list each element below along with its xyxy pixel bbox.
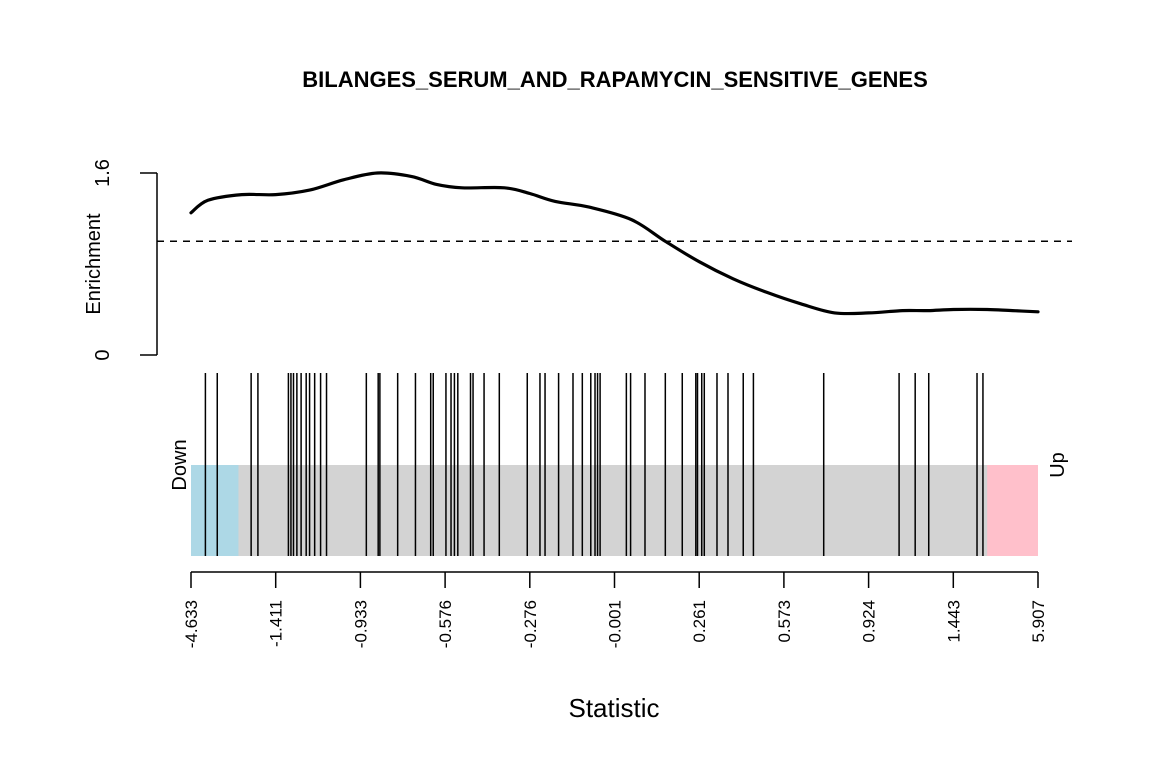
x-tick-label-0: -4.633 xyxy=(182,600,201,648)
x-axis: -4.633 -1.411 -0.933 -0.576 -0.276 -0.001 0.26… xyxy=(182,571,1048,723)
chart-title: BILANGES_SERUM_AND_RAPAMYCIN_SENSITIVE_G… xyxy=(302,67,928,92)
x-tick-label-6: 0.261 xyxy=(690,600,709,643)
enrichment-panel: 1.6 0 Enrichment xyxy=(83,159,1072,361)
x-tick-label-5: -0.001 xyxy=(606,600,625,648)
x-axis-ticks: -4.633 -1.411 -0.933 -0.576 -0.276 -0.001 0.26… xyxy=(182,572,1048,648)
barcode-panel: Down Up xyxy=(169,373,1069,556)
barcode-middle-region xyxy=(191,465,1038,556)
x-tick-label-2: -0.933 xyxy=(351,600,370,648)
enrichment-y-tick-label-top: 1.6 xyxy=(92,159,114,187)
enrichment-y-axis-label: Enrichment xyxy=(83,213,105,315)
x-axis-label: Statistic xyxy=(568,693,659,723)
x-tick-label-7: 0.573 xyxy=(775,600,794,643)
x-tick-label-8: 0.924 xyxy=(860,600,879,643)
barcode-up-label: Up xyxy=(1047,452,1069,478)
enrichment-curve xyxy=(189,171,1040,316)
barcode-up-region xyxy=(987,465,1038,556)
x-tick-label-9: 1.443 xyxy=(944,600,963,643)
barcode-down-label: Down xyxy=(169,439,191,490)
enrichment-y-tick-label-bottom: 0 xyxy=(92,349,114,360)
barcode-ticks xyxy=(204,373,984,556)
x-tick-label-4: -0.276 xyxy=(521,600,540,648)
x-tick-label-1: -1.411 xyxy=(267,600,286,647)
barcode-down-region xyxy=(191,465,239,556)
x-tick-label-10: 5.907 xyxy=(1029,600,1048,643)
x-tick-label-3: -0.576 xyxy=(436,600,455,648)
